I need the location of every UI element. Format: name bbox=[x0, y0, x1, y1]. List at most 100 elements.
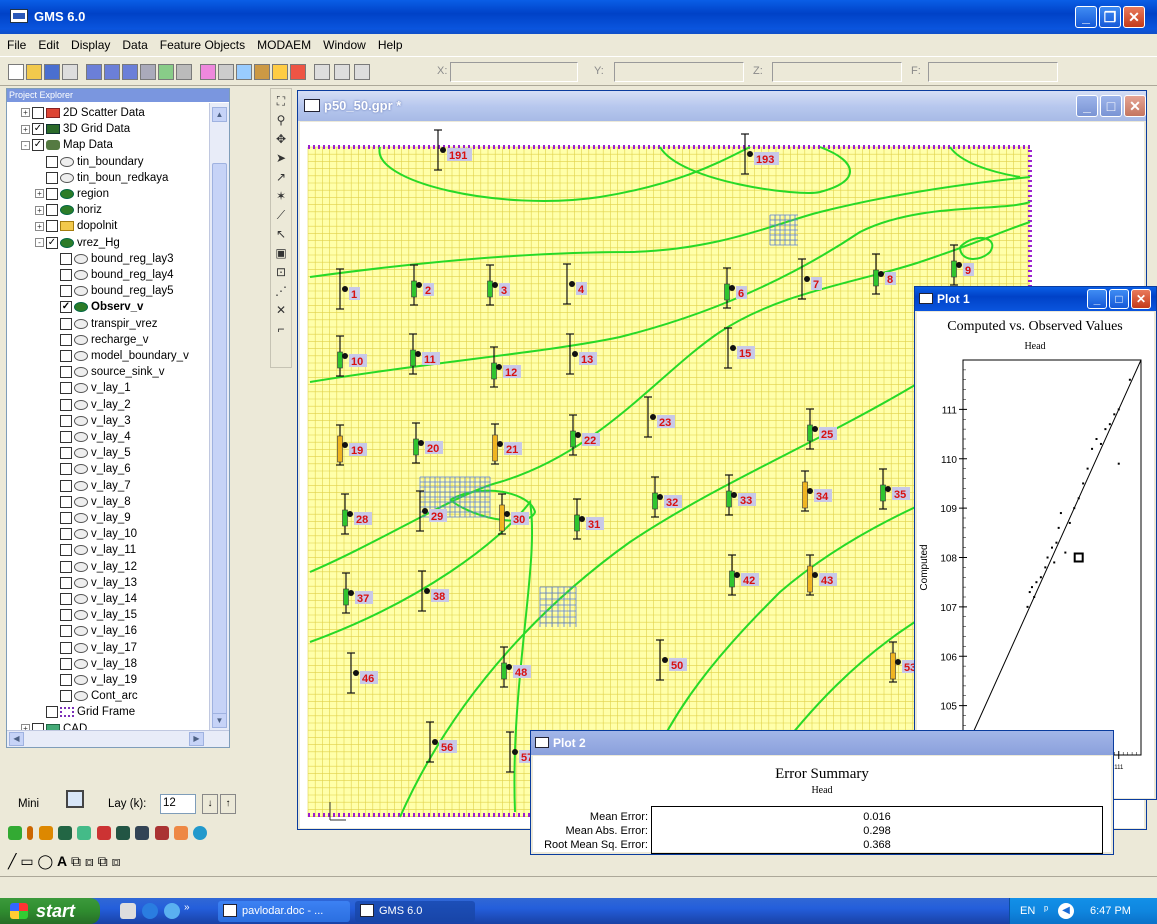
doc-close-button[interactable]: ✕ bbox=[1124, 95, 1146, 117]
visibility-checkbox[interactable] bbox=[60, 349, 72, 362]
view-side-icon[interactable] bbox=[104, 64, 120, 80]
plot1-maximize-button[interactable]: □ bbox=[1109, 289, 1129, 309]
more-quicklaunch-icon[interactable]: » bbox=[184, 902, 190, 913]
module-gis-icon[interactable] bbox=[154, 826, 169, 840]
observation-well[interactable]: 3 bbox=[486, 264, 510, 306]
tree-item[interactable]: bound_reg_lay3 bbox=[49, 251, 174, 267]
scroll-down-icon[interactable]: ▼ bbox=[212, 713, 227, 728]
select-node-icon[interactable]: ↖ bbox=[275, 227, 287, 241]
expand-icon[interactable]: + bbox=[35, 189, 44, 199]
tree-item[interactable]: transpir_vrez bbox=[49, 316, 157, 332]
tree-item[interactable]: tin_boun_redkaya bbox=[35, 170, 168, 186]
selected-point[interactable] bbox=[1073, 552, 1084, 563]
tree-item[interactable]: - vrez_Hg bbox=[35, 235, 120, 251]
visibility-checkbox[interactable] bbox=[60, 463, 72, 476]
tree-item[interactable]: + dopolnit bbox=[35, 218, 117, 234]
visibility-checkbox[interactable] bbox=[60, 560, 72, 573]
show-desktop-icon[interactable] bbox=[120, 903, 136, 919]
tree-item[interactable]: tin_boundary bbox=[35, 154, 144, 170]
observation-well[interactable]: 20 bbox=[412, 422, 443, 464]
visibility-checkbox[interactable] bbox=[60, 511, 72, 524]
create-vertex-icon[interactable]: ✕ bbox=[275, 303, 287, 317]
tree-vertical-scrollbar[interactable]: ▲ ▼ bbox=[209, 103, 229, 731]
expand-icon[interactable]: + bbox=[21, 108, 30, 118]
maximize-button[interactable]: ❐ bbox=[1099, 6, 1121, 28]
expand-icon[interactable]: + bbox=[21, 124, 30, 134]
tree-item[interactable]: v_lay_2 bbox=[49, 397, 131, 413]
visibility-checkbox[interactable] bbox=[46, 220, 58, 233]
visibility-checkbox[interactable] bbox=[60, 317, 72, 330]
select-arc-icon[interactable]: ↗ bbox=[275, 170, 287, 184]
tree-item[interactable]: +2D Scatter Data bbox=[21, 105, 145, 121]
tree-item[interactable]: v_lay_14 bbox=[49, 591, 137, 607]
visibility-checkbox[interactable] bbox=[60, 252, 72, 265]
observation-well[interactable]: 46 bbox=[347, 652, 378, 694]
pointer-tool-icon[interactable]: ➤ bbox=[275, 151, 287, 165]
observation-well[interactable]: 35 bbox=[879, 468, 910, 510]
open-icon[interactable] bbox=[26, 64, 42, 80]
tree-item[interactable]: source_sink_v bbox=[49, 364, 165, 380]
tree-item[interactable]: v_lay_15 bbox=[49, 607, 137, 623]
visibility-checkbox[interactable] bbox=[60, 544, 72, 557]
module-tin-icon[interactable] bbox=[135, 826, 150, 840]
visibility-checkbox[interactable] bbox=[60, 366, 72, 379]
observation-well[interactable]: 12 bbox=[490, 346, 521, 388]
visibility-checkbox[interactable] bbox=[32, 106, 44, 119]
observation-well[interactable]: 1 bbox=[336, 268, 360, 310]
menu-window[interactable]: Window bbox=[323, 38, 366, 52]
module-map-icon[interactable] bbox=[116, 826, 131, 840]
tree-item[interactable]: - Map Data bbox=[21, 137, 113, 153]
module-grid-icon[interactable] bbox=[58, 826, 73, 840]
tree-horizontal-scrollbar[interactable]: ◀ ▶ bbox=[7, 730, 229, 747]
observation-well[interactable]: 9 bbox=[950, 244, 974, 286]
observation-well[interactable]: 4 bbox=[563, 263, 587, 305]
tree-item[interactable]: v_lay_5 bbox=[49, 445, 131, 461]
tree-item[interactable]: bound_reg_lay4 bbox=[49, 267, 174, 283]
display-options-icon[interactable] bbox=[218, 64, 234, 80]
tree-item[interactable]: v_lay_18 bbox=[49, 656, 137, 672]
scroll-left-icon[interactable]: ◀ bbox=[9, 732, 24, 746]
task-gms[interactable]: GMS 6.0 bbox=[355, 901, 475, 922]
select-objects-icon[interactable]: ⛶ bbox=[276, 94, 286, 108]
visibility-checkbox[interactable] bbox=[60, 382, 72, 395]
module-borehole-icon[interactable] bbox=[27, 826, 34, 840]
arrange-tool-icon-2[interactable]: ⧈ bbox=[84, 853, 94, 869]
visibility-checkbox[interactable] bbox=[60, 657, 72, 670]
menu-edit[interactable]: Edit bbox=[38, 38, 60, 52]
tree-item[interactable]: v_lay_1 bbox=[49, 380, 131, 396]
collapse-icon[interactable]: - bbox=[35, 238, 44, 248]
observation-well[interactable]: 2 bbox=[410, 264, 434, 306]
observation-well[interactable]: 29 bbox=[416, 490, 447, 532]
tree-item[interactable]: v_lay_9 bbox=[49, 510, 131, 526]
visibility-checkbox[interactable] bbox=[60, 528, 72, 541]
zoom-tool-icon[interactable]: ⚲ bbox=[276, 113, 286, 127]
plot1-minimize-button[interactable]: _ bbox=[1087, 289, 1107, 309]
observation-well[interactable]: 13 bbox=[566, 333, 597, 375]
tray-back-icon[interactable]: ◀ bbox=[1058, 903, 1074, 919]
line-tool-icon[interactable]: ╱ bbox=[8, 853, 17, 869]
observation-well[interactable]: 43 bbox=[806, 554, 837, 596]
arrange-tool-icon-1[interactable]: ⧉ bbox=[71, 853, 82, 869]
observation-well[interactable]: 34 bbox=[801, 470, 832, 512]
observation-well[interactable]: 6 bbox=[723, 267, 747, 309]
mini-grid-cube-icon[interactable] bbox=[66, 790, 84, 808]
observation-well[interactable]: 191 bbox=[434, 129, 472, 171]
observation-well[interactable]: 37 bbox=[342, 572, 373, 614]
visibility-checkbox[interactable] bbox=[32, 123, 44, 136]
tree-item[interactable]: bound_reg_lay5 bbox=[49, 283, 174, 299]
internet-explorer-icon[interactable] bbox=[164, 903, 180, 919]
view-top-icon[interactable] bbox=[122, 64, 138, 80]
observation-well[interactable]: 19 bbox=[336, 424, 367, 466]
tree-item[interactable]: v_lay_3 bbox=[49, 413, 131, 429]
menu-display[interactable]: Display bbox=[71, 38, 111, 52]
observation-well[interactable]: 56 bbox=[426, 721, 457, 763]
tree-item[interactable]: Grid Frame bbox=[35, 704, 135, 720]
observation-well[interactable]: 15 bbox=[724, 327, 755, 369]
observation-well[interactable]: 38 bbox=[418, 570, 449, 612]
arrange-tool-icon-4[interactable]: ⧈ bbox=[111, 853, 121, 869]
contour-options-icon[interactable] bbox=[236, 64, 252, 80]
tree-item[interactable]: v_lay_6 bbox=[49, 461, 131, 477]
text-tool-icon[interactable]: A bbox=[57, 853, 68, 869]
tray-network-icon[interactable]: ᵖ bbox=[1044, 904, 1049, 916]
